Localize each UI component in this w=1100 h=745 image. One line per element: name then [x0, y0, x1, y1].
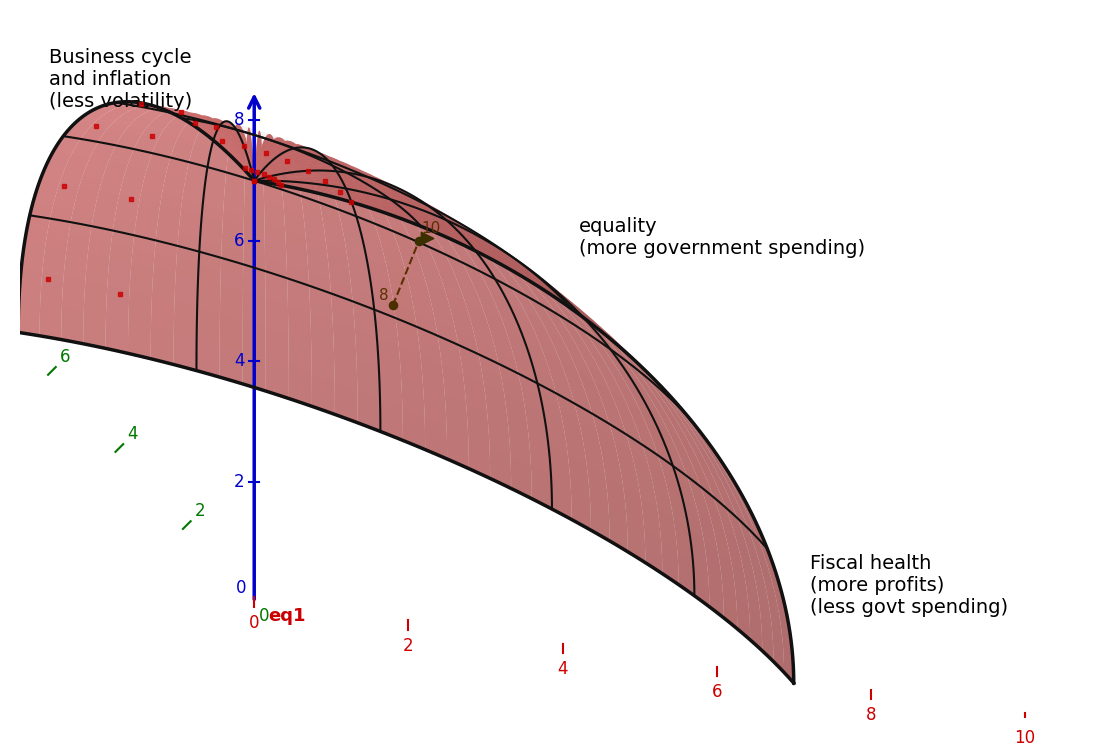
Polygon shape — [62, 106, 254, 343]
Polygon shape — [197, 121, 254, 377]
Polygon shape — [254, 154, 447, 459]
Polygon shape — [254, 144, 381, 431]
Polygon shape — [48, 152, 725, 467]
Polygon shape — [58, 136, 703, 435]
Polygon shape — [64, 130, 691, 420]
Text: Fiscal health
(more profits)
(less govt spending): Fiscal health (more profits) (less govt … — [810, 554, 1009, 617]
Text: 2: 2 — [195, 502, 205, 520]
Polygon shape — [254, 131, 289, 399]
Polygon shape — [254, 177, 646, 562]
Text: 4: 4 — [128, 425, 138, 443]
Polygon shape — [20, 270, 790, 633]
Polygon shape — [254, 174, 609, 541]
Polygon shape — [254, 157, 469, 469]
Text: 0: 0 — [258, 607, 270, 625]
Text: 6: 6 — [712, 683, 722, 701]
Polygon shape — [53, 144, 714, 451]
Polygon shape — [30, 203, 768, 549]
Polygon shape — [254, 177, 628, 552]
Polygon shape — [254, 148, 403, 440]
Polygon shape — [254, 180, 679, 585]
Point — [418, 232, 436, 244]
Text: Business cycle
and inflation
(less volatility): Business cycle and inflation (less volat… — [50, 48, 192, 111]
Text: 8: 8 — [234, 112, 244, 130]
Polygon shape — [254, 180, 737, 629]
Polygon shape — [33, 191, 760, 532]
Polygon shape — [254, 168, 552, 509]
Text: 2: 2 — [403, 637, 414, 655]
Polygon shape — [254, 179, 662, 574]
Polygon shape — [24, 228, 779, 583]
Polygon shape — [254, 150, 425, 449]
Polygon shape — [40, 104, 254, 340]
Text: 0: 0 — [236, 580, 246, 597]
Polygon shape — [254, 180, 773, 662]
Polygon shape — [254, 180, 750, 640]
Polygon shape — [254, 180, 694, 596]
Text: 6: 6 — [234, 232, 244, 250]
Point — [410, 235, 428, 247]
Text: 2: 2 — [234, 473, 244, 491]
Text: 4: 4 — [558, 660, 568, 678]
Text: 6: 6 — [59, 348, 70, 366]
Polygon shape — [44, 161, 735, 483]
Polygon shape — [36, 181, 752, 516]
Polygon shape — [243, 127, 266, 391]
Polygon shape — [254, 160, 491, 478]
Polygon shape — [106, 110, 254, 353]
Polygon shape — [254, 141, 358, 423]
Polygon shape — [220, 124, 254, 384]
Text: 10: 10 — [421, 221, 440, 236]
Text: 8: 8 — [866, 706, 876, 724]
Polygon shape — [19, 285, 792, 650]
Text: 4: 4 — [234, 352, 244, 370]
Polygon shape — [254, 173, 591, 530]
Polygon shape — [40, 171, 745, 499]
Polygon shape — [19, 102, 254, 336]
Polygon shape — [21, 256, 788, 616]
Polygon shape — [254, 180, 784, 673]
Polygon shape — [254, 137, 334, 414]
Polygon shape — [254, 180, 710, 607]
Polygon shape — [174, 118, 254, 370]
Polygon shape — [151, 115, 254, 364]
Polygon shape — [19, 316, 794, 683]
Polygon shape — [28, 215, 773, 565]
Polygon shape — [254, 163, 512, 489]
Polygon shape — [128, 112, 254, 359]
Polygon shape — [254, 171, 572, 519]
Text: equality
(more government spending): equality (more government spending) — [579, 217, 865, 258]
Text: 10: 10 — [1014, 729, 1035, 745]
Text: 0: 0 — [249, 614, 260, 632]
Point — [384, 299, 402, 311]
Polygon shape — [23, 241, 783, 599]
Text: eq1: eq1 — [268, 607, 306, 625]
Text: 8: 8 — [378, 288, 388, 303]
Polygon shape — [19, 300, 793, 667]
Polygon shape — [254, 180, 724, 618]
Polygon shape — [254, 134, 312, 406]
Polygon shape — [254, 165, 531, 498]
Polygon shape — [254, 180, 794, 683]
Polygon shape — [254, 180, 762, 651]
Polygon shape — [84, 108, 254, 349]
